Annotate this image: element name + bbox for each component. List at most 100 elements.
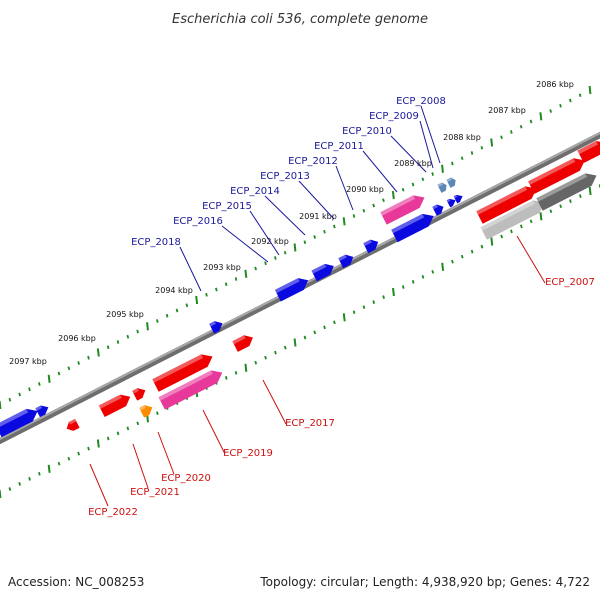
gene-arrow [536,173,597,211]
scale-tick [460,254,464,259]
scale-tick [224,376,228,380]
scale-tick [224,282,228,287]
scale-tick [421,177,425,182]
gene-arrow [380,195,425,225]
scale-tick [8,397,12,402]
gene-arrow [437,182,447,193]
kbp-label: 2097 kbp [9,357,47,366]
scale-tick [116,431,120,436]
scale-tick [293,338,297,347]
scale-tick [106,345,110,350]
scale-tick [401,285,405,289]
scale-tick [77,361,80,365]
gene-label: ECP_2012 [288,156,338,167]
kbp-label: 2088 kbp [443,133,481,142]
gene-label: ECP_2017 [285,418,335,429]
scale-tick [47,374,51,383]
gene-arrow [363,239,379,254]
scale-tick [264,355,267,360]
scale-tick [87,446,90,451]
leader-line [516,235,546,284]
scale-tick [146,322,149,331]
gene-arrow [528,158,585,194]
scale-tick [549,109,552,113]
scale-tick [460,156,464,161]
gene-label: ECP_2022 [88,507,138,518]
scale-tick [96,348,100,357]
scale-tick [313,235,316,239]
gene-arrow [432,204,444,216]
gene-arrow [338,254,354,269]
kbp-label: 2091 kbp [299,212,337,221]
gene-arrow [66,418,80,431]
leader-line [362,150,398,193]
gene-arrow [132,388,146,401]
scale-tick [126,334,130,339]
scale-tick [382,198,385,203]
gene-arrow [446,177,456,188]
scale-tick [165,313,169,318]
scale-tick [579,194,582,198]
scale-tick [136,329,139,334]
gene-label: ECP_2009 [369,111,419,122]
scale-tick [136,421,140,426]
scale-tick [38,471,41,476]
gene-arrow [209,321,223,334]
scale-tick [529,119,533,124]
gene-arrow [158,370,223,410]
scale-tick [28,477,31,481]
scale-tick [510,130,513,134]
scale-tick [244,269,248,278]
scale-tick [490,237,494,246]
scale-tick [569,98,572,103]
gene-label: ECP_2007 [545,277,595,288]
gene-arrow [391,213,434,243]
scale-tick [38,382,41,386]
scale-tick [303,240,307,245]
scale-tick [549,209,553,214]
scale-tick [529,219,533,224]
scale-tick [342,217,346,226]
leader-line [179,246,202,292]
scale-tick [470,151,474,155]
scale-tick [588,186,592,196]
scale-tick [126,426,130,431]
scale-tick [156,411,159,416]
kbp-label: 2094 kbp [155,286,193,295]
scale-tick [8,487,12,491]
leader-line [202,409,226,455]
leader-line [262,379,287,425]
scale-tick [47,464,51,473]
gene-label: ECP_2018 [131,237,181,248]
kbp-label: 2087 kbp [488,106,526,115]
scale-tick [57,371,61,376]
leader-line [157,431,175,475]
scale-tick [234,277,238,281]
scale-tick [539,212,543,221]
scale-tick [539,112,543,121]
scale-tick [392,287,395,297]
scale-tick [362,305,366,310]
gene-label: ECP_2015 [202,201,252,212]
gene-features [0,141,600,438]
leader-line [249,210,280,256]
leader-line [298,180,335,220]
scale-tick [333,320,336,325]
scale-tick [264,261,267,266]
kbp-label: 2090 kbp [346,185,384,194]
gene-label: ECP_2011 [314,141,364,152]
scale-tick [401,187,405,192]
leader-line [264,195,306,236]
leader-line [419,120,434,169]
scale-tick [470,249,474,254]
gene-arrow [98,394,131,418]
gene-label: ECP_2019 [223,448,273,459]
scale-tick [293,243,297,252]
scale-tick [156,319,159,323]
kbp-label: 2089 kbp [394,159,432,168]
scale-tick [411,182,415,187]
gene-label: ECP_2016 [173,216,223,227]
scale-tick [303,335,307,340]
scale-tick [106,436,110,441]
scale-tick [323,325,326,330]
